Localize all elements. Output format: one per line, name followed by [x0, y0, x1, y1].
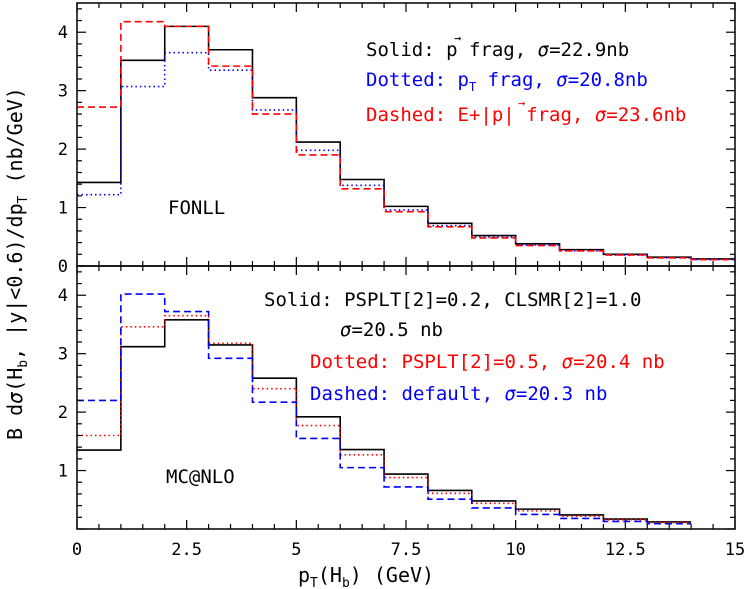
bot-y-tick-label: 1 — [58, 462, 68, 482]
x-tick-label: 12.5 — [605, 540, 646, 560]
x-tick-label: 2.5 — [171, 540, 202, 560]
top-y-tick-label: 3 — [58, 82, 68, 102]
top-series-dashed-line — [77, 20, 735, 261]
bottom-panel: 1 2 3 4 0 2.5 5 7.5 10 12.5 15 Solid: PSPLT[2]=0.… — [58, 265, 745, 560]
top-y-tick-label: 2 — [58, 140, 68, 160]
top-legend-line-1: Solid: p frag, σ=22.9nb — [366, 39, 629, 61]
top-legend-line-3: Dashed: E+|p| frag, σ=23.6nb — [366, 104, 686, 126]
x-tick-label: 15 — [725, 540, 745, 560]
bottom-legend-line-1: Solid: PSPLT[2]=0.2, CLSMR[2]=1.0 — [264, 289, 642, 311]
bottom-legend-line-3: Dotted: PSPLT[2]=0.5, σ=20.4 nb — [310, 351, 665, 373]
bottom-legend-line-2: σ=20.5 nb — [340, 319, 443, 341]
bottom-ticks — [76, 266, 736, 530]
y-axis-label: B dσ(Hb, |y|<0.6)/dpT (nb/GeV) — [3, 87, 31, 440]
top-legend-vector-arrow-red: → — [518, 96, 525, 110]
bottom-series-group — [77, 293, 692, 525]
top-series-solid-line — [77, 25, 735, 260]
top-y-tick-label: 4 — [58, 23, 68, 43]
top-y-tick-label: 1 — [58, 199, 68, 219]
bot-y-tick-label: 2 — [58, 403, 68, 423]
x-tick-label: 10 — [505, 540, 525, 560]
top-ticks — [76, 3, 736, 267]
bot-y-tick-label: 4 — [58, 286, 68, 306]
bottom-panel-label: MC@NLO — [166, 466, 235, 488]
bottom-legend-line-4: Dashed: default, σ=20.3 nb — [310, 383, 607, 405]
top-y-tick-labels: 0 1 2 3 4 — [58, 23, 68, 277]
x-tick-label: 7.5 — [391, 540, 422, 560]
bot-series-dotted-line — [77, 314, 692, 524]
x-tick-label: 0 — [72, 540, 82, 560]
x-tick-label: 5 — [291, 540, 301, 560]
top-legend-vector-arrow: → — [454, 31, 461, 45]
top-y-tick-label: 0 — [58, 257, 68, 277]
top-panel-label: FONLL — [168, 197, 225, 219]
top-panel: 0 1 2 3 4 Solid: p frag, σ=22.9nb → Dotted: … — [58, 2, 736, 277]
x-axis-label: pT(Hb) (GeV) — [298, 563, 434, 589]
bot-y-tick-label: 3 — [58, 345, 68, 365]
x-tick-labels: 0 2.5 5 7.5 10 12.5 15 — [72, 540, 745, 560]
top-legend-line-2: Dotted: pT frag, σ=20.8nb — [366, 69, 648, 94]
bottom-y-tick-labels: 1 2 3 4 — [58, 286, 68, 481]
top-series-group — [77, 20, 735, 261]
bot-series-dashed-line — [77, 293, 692, 525]
